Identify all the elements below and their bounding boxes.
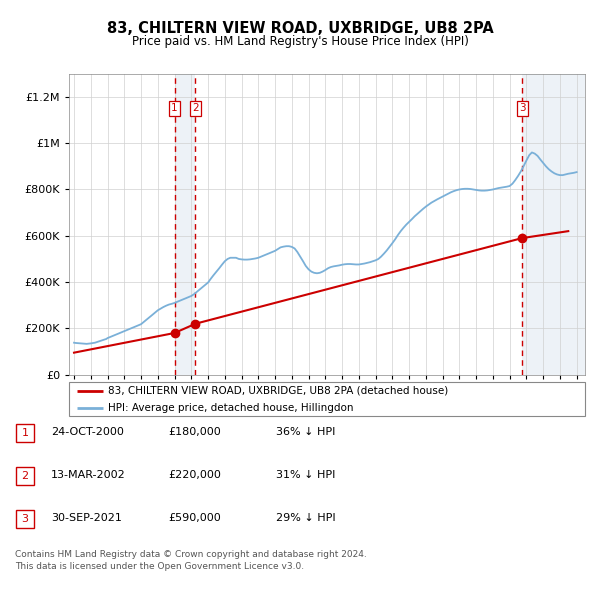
FancyBboxPatch shape <box>16 467 34 484</box>
Text: 13-MAR-2002: 13-MAR-2002 <box>51 470 126 480</box>
Text: £180,000: £180,000 <box>168 427 221 437</box>
Text: HPI: Average price, detached house, Hillingdon: HPI: Average price, detached house, Hill… <box>108 402 353 412</box>
FancyBboxPatch shape <box>69 382 585 416</box>
Text: 3: 3 <box>519 103 526 113</box>
Text: 31% ↓ HPI: 31% ↓ HPI <box>276 470 335 480</box>
Text: 2: 2 <box>22 471 28 481</box>
Text: 3: 3 <box>22 514 28 524</box>
Text: 83, CHILTERN VIEW ROAD, UXBRIDGE, UB8 2PA (detached house): 83, CHILTERN VIEW ROAD, UXBRIDGE, UB8 2P… <box>108 386 448 396</box>
Text: £590,000: £590,000 <box>168 513 221 523</box>
Text: Price paid vs. HM Land Registry's House Price Index (HPI): Price paid vs. HM Land Registry's House … <box>131 35 469 48</box>
Text: 30-SEP-2021: 30-SEP-2021 <box>51 513 122 523</box>
Text: This data is licensed under the Open Government Licence v3.0.: This data is licensed under the Open Gov… <box>15 562 304 571</box>
Text: 1: 1 <box>22 428 28 438</box>
Text: Contains HM Land Registry data © Crown copyright and database right 2024.: Contains HM Land Registry data © Crown c… <box>15 550 367 559</box>
Text: 1: 1 <box>171 103 178 113</box>
Text: £220,000: £220,000 <box>168 470 221 480</box>
Text: 36% ↓ HPI: 36% ↓ HPI <box>276 427 335 437</box>
FancyBboxPatch shape <box>16 424 34 441</box>
Bar <box>175 74 196 375</box>
Text: 24-OCT-2000: 24-OCT-2000 <box>51 427 124 437</box>
Bar <box>522 74 585 375</box>
Text: 29% ↓ HPI: 29% ↓ HPI <box>276 513 335 523</box>
FancyBboxPatch shape <box>16 510 34 527</box>
Text: 2: 2 <box>192 103 199 113</box>
Text: 83, CHILTERN VIEW ROAD, UXBRIDGE, UB8 2PA: 83, CHILTERN VIEW ROAD, UXBRIDGE, UB8 2P… <box>107 21 493 35</box>
